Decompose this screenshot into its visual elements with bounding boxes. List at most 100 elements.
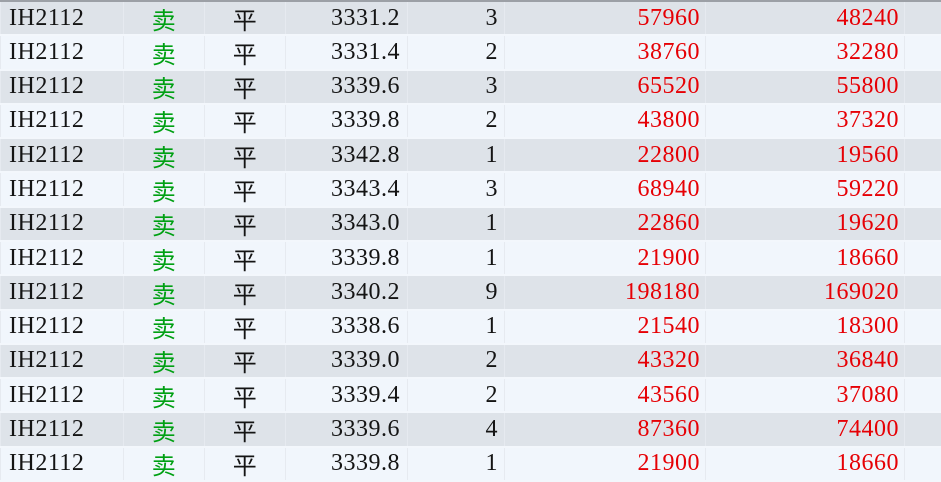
turnover-cell: 57960	[504, 2, 705, 35]
turnover-cell: 43320	[504, 344, 705, 378]
contract-cell: IH2112	[0, 413, 123, 446]
amount-cell: 37080	[705, 379, 904, 412]
volume-cell: 4	[407, 413, 504, 446]
contract-cell: IH2112	[0, 173, 123, 206]
offset-cell: 平	[204, 70, 285, 103]
contract-cell: IH2112	[0, 276, 123, 309]
empty-cell	[904, 139, 941, 172]
contract-cell: IH2112	[0, 104, 123, 138]
table-row[interactable]: IH2112 卖平 3339.4 2 43560 37080	[0, 379, 941, 414]
price-cell: 3331.4	[285, 36, 407, 69]
contract-cell: IH2112	[0, 310, 123, 343]
amount-cell: 18660	[705, 447, 904, 480]
volume-cell: 1	[407, 241, 504, 275]
volume-cell: 9	[407, 276, 504, 309]
price-cell: 3340.2	[285, 276, 407, 309]
table-row[interactable]: IH2112 卖平 3331.2 3 57960 48240	[0, 2, 941, 37]
turnover-cell: 68940	[504, 173, 705, 206]
amount-cell: 55800	[705, 70, 904, 103]
price-cell: 3343.0	[285, 207, 407, 240]
amount-cell: 37320	[705, 104, 904, 138]
volume-cell: 1	[407, 207, 504, 240]
amount-cell: 19620	[705, 207, 904, 240]
table-row[interactable]: IH2112 卖平 3343.4 3 68940 59220	[0, 173, 941, 208]
direction-cell: 卖	[123, 413, 204, 446]
amount-cell: 59220	[705, 173, 904, 206]
offset-cell: 平	[204, 104, 285, 138]
turnover-cell: 43560	[504, 379, 705, 412]
empty-cell	[904, 173, 941, 206]
volume-cell: 2	[407, 36, 504, 69]
volume-cell: 3	[407, 70, 504, 103]
amount-cell: 169020	[705, 276, 904, 309]
price-cell: 3343.4	[285, 173, 407, 206]
turnover-cell: 21900	[504, 447, 705, 480]
volume-cell: 2	[407, 344, 504, 378]
direction-cell: 卖	[123, 2, 204, 35]
table-row[interactable]: IH2112 卖平 3339.8 1 21900 18660	[0, 241, 941, 277]
price-cell: 3339.8	[285, 447, 407, 480]
table-row[interactable]: IH2112 卖平 3339.6 4 87360 74400	[0, 413, 941, 448]
direction-cell: 卖	[123, 241, 204, 275]
empty-cell	[904, 344, 941, 378]
price-cell: 3339.0	[285, 344, 407, 378]
table-row[interactable]: IH2112 卖平 3339.8 1 21900 18660	[0, 447, 941, 482]
empty-cell	[904, 276, 941, 309]
contract-cell: IH2112	[0, 447, 123, 480]
price-cell: 3342.8	[285, 139, 407, 172]
amount-cell: 19560	[705, 139, 904, 172]
turnover-cell: 38760	[504, 36, 705, 69]
amount-cell: 18300	[705, 310, 904, 343]
contract-cell: IH2112	[0, 344, 123, 378]
empty-cell	[904, 413, 941, 446]
offset-cell: 平	[204, 447, 285, 480]
table-row[interactable]: IH2112 卖平 3340.2 9 198180 169020	[0, 276, 941, 311]
empty-cell	[904, 241, 941, 275]
empty-cell	[904, 379, 941, 412]
offset-cell: 平	[204, 139, 285, 172]
turnover-cell: 65520	[504, 70, 705, 103]
direction-cell: 卖	[123, 379, 204, 412]
amount-cell: 74400	[705, 413, 904, 446]
direction-cell: 卖	[123, 104, 204, 138]
amount-cell: 18660	[705, 241, 904, 275]
table-row[interactable]: IH2112 卖平 3339.6 3 65520 55800	[0, 70, 941, 105]
price-cell: 3339.6	[285, 413, 407, 446]
direction-cell: 卖	[123, 447, 204, 480]
table-row[interactable]: IH2112 卖平 3342.8 1 22800 19560	[0, 139, 941, 174]
contract-cell: IH2112	[0, 36, 123, 69]
empty-cell	[904, 104, 941, 138]
volume-cell: 3	[407, 2, 504, 35]
volume-cell: 1	[407, 310, 504, 343]
amount-cell: 36840	[705, 344, 904, 378]
table-row[interactable]: IH2112 卖平 3343.0 1 22860 19620	[0, 207, 941, 242]
turnover-cell: 22800	[504, 139, 705, 172]
price-cell: 3338.6	[285, 310, 407, 343]
price-cell: 3339.4	[285, 379, 407, 412]
contract-cell: IH2112	[0, 2, 123, 35]
offset-cell: 平	[204, 36, 285, 69]
table-row[interactable]: IH2112 卖平 3339.0 2 43320 36840	[0, 344, 941, 380]
direction-cell: 卖	[123, 173, 204, 206]
contract-cell: IH2112	[0, 379, 123, 412]
volume-cell: 1	[407, 447, 504, 480]
offset-cell: 平	[204, 379, 285, 412]
turnover-cell: 21540	[504, 310, 705, 343]
table-row[interactable]: IH2112 卖平 3338.6 1 21540 18300	[0, 310, 941, 345]
table-row[interactable]: IH2112 卖平 3331.4 2 38760 32280	[0, 36, 941, 71]
amount-cell: 32280	[705, 36, 904, 69]
empty-cell	[904, 447, 941, 480]
direction-cell: 卖	[123, 70, 204, 103]
empty-cell	[904, 36, 941, 69]
direction-cell: 卖	[123, 36, 204, 69]
table-row[interactable]: IH2112 卖平 3339.8 2 43800 37320	[0, 104, 941, 140]
volume-cell: 2	[407, 104, 504, 138]
turnover-cell: 198180	[504, 276, 705, 309]
price-cell: 3339.6	[285, 70, 407, 103]
direction-cell: 卖	[123, 344, 204, 378]
turnover-cell: 43800	[504, 104, 705, 138]
price-cell: 3339.8	[285, 104, 407, 138]
offset-cell: 平	[204, 241, 285, 275]
amount-cell: 48240	[705, 2, 904, 35]
